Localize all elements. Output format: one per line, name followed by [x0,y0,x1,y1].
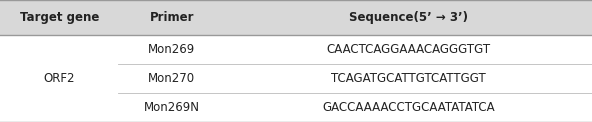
Text: TCAGATGCATTGTCATTGGT: TCAGATGCATTGTCATTGGT [331,72,486,85]
Text: Primer: Primer [149,11,194,24]
Text: Mon269N: Mon269N [144,101,200,114]
Bar [0,0,592,35]
Text: Target gene: Target gene [20,11,99,24]
Text: GACCAAAACCTGCAATATATCA: GACCAAAACCTGCAATATATCA [322,101,495,114]
Text: Mon269: Mon269 [148,43,195,56]
Text: Sequence(5’ → 3’): Sequence(5’ → 3’) [349,11,468,24]
Text: CAACTCAGGAAACAGGGTGT: CAACTCAGGAAACAGGGTGT [326,43,491,56]
Text: Mon270: Mon270 [148,72,195,85]
Text: ORF2: ORF2 [43,72,75,85]
